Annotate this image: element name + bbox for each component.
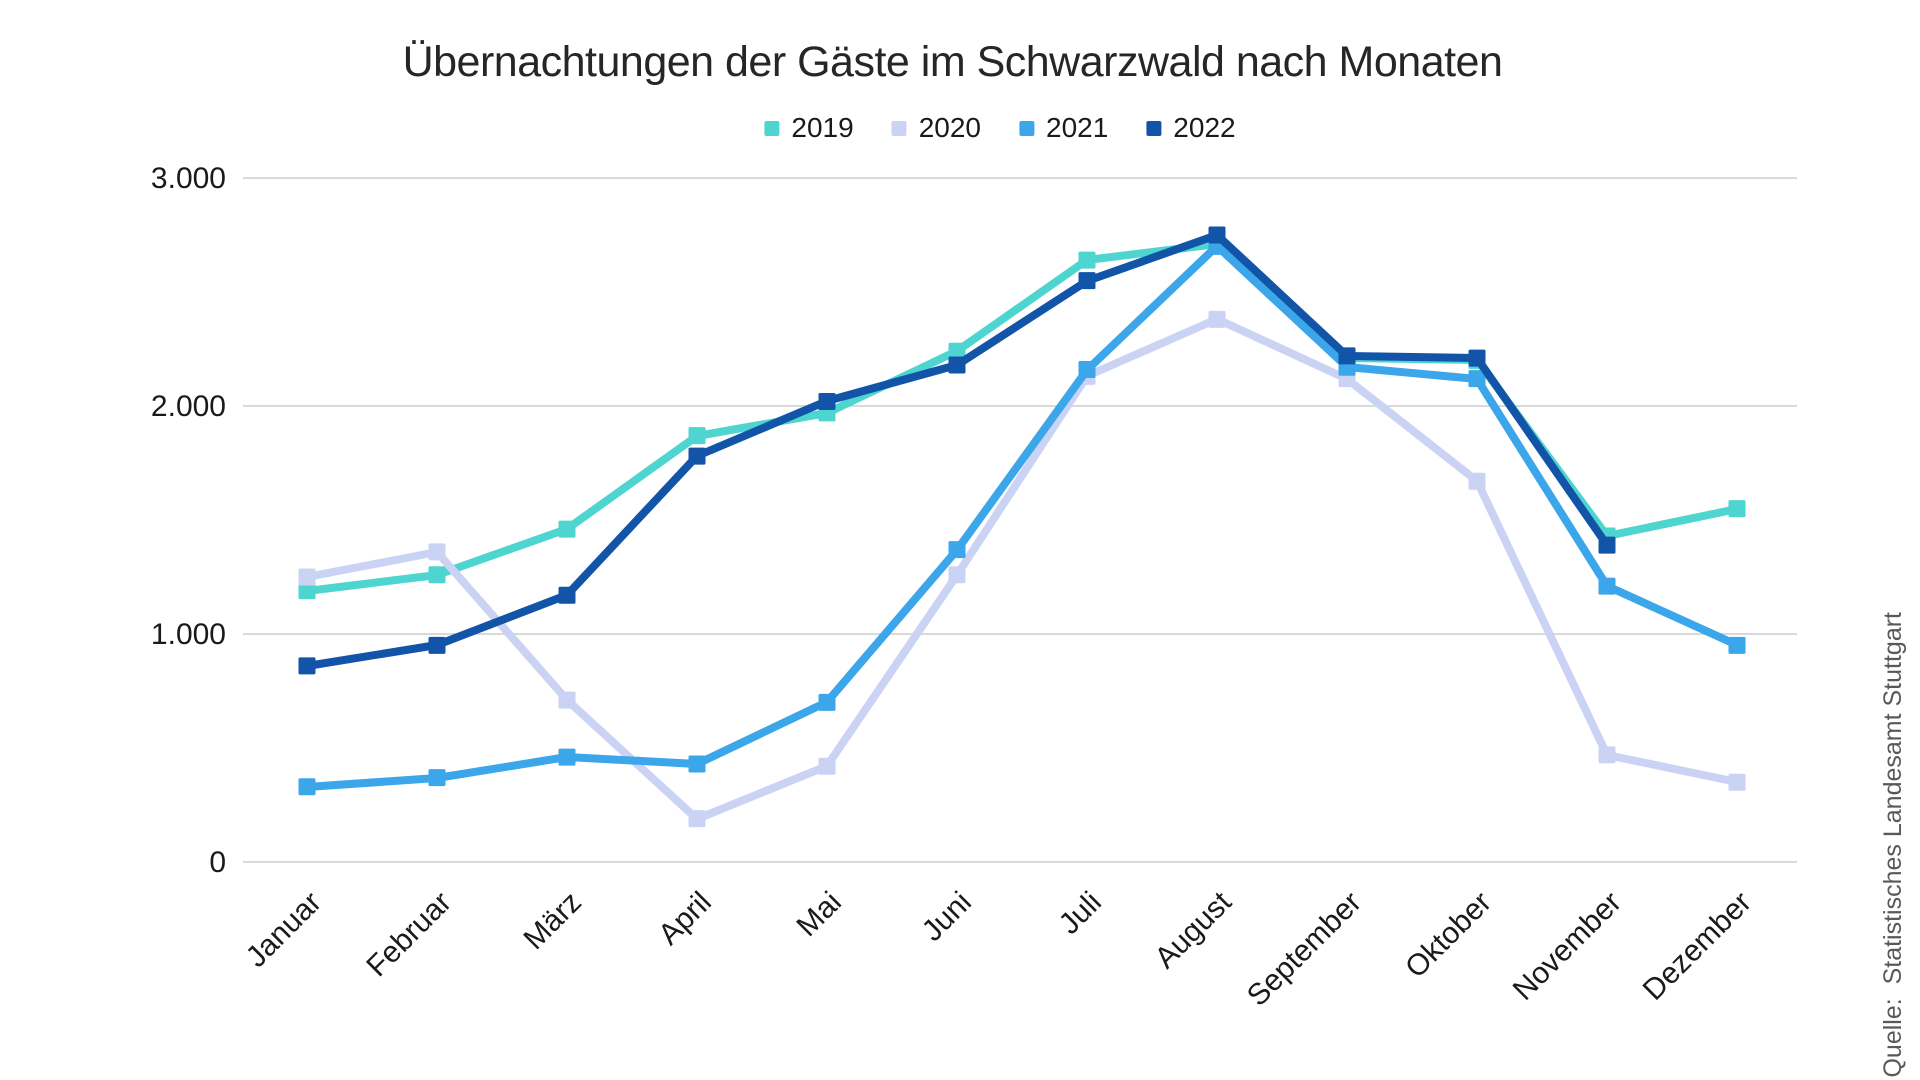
legend-swatch-2021: [1019, 120, 1034, 136]
series-2022-marker: [818, 392, 836, 410]
series-2020-marker: [1468, 472, 1486, 490]
y-tick-label: 0: [209, 846, 226, 879]
series-2020-marker: [688, 810, 706, 828]
series-2022-marker: [1598, 536, 1616, 554]
series-2021-marker: [558, 748, 576, 766]
series-2021-marker: [1468, 370, 1486, 388]
series-2019-marker: [298, 582, 316, 600]
series-2022-marker: [558, 586, 576, 604]
source-caption: Quelle: Statistisches Landesamt Stuttgar…: [1879, 612, 1907, 1078]
x-tick-label-februar: Februar: [360, 886, 458, 984]
x-tick-label-märz: März: [517, 886, 587, 956]
legend-item-2022: 2022: [1146, 112, 1236, 144]
series-2019-marker: [1728, 500, 1746, 518]
x-tick-label-dezember: Dezember: [1637, 886, 1758, 1007]
series-2019-marker: [558, 520, 576, 538]
series-2022-line: [306, 231, 1611, 670]
legend-swatch-2022: [1146, 120, 1162, 136]
series-2020-line: [306, 315, 1738, 823]
series-2020-marker: [298, 568, 316, 586]
series-2019-marker: [1078, 251, 1096, 269]
series-2021-marker: [1728, 636, 1746, 654]
series-2022-marker: [298, 657, 316, 675]
series-2020-marker: [1598, 746, 1616, 764]
series-2022-marker: [1338, 347, 1356, 365]
series-2022-marker: [948, 356, 966, 374]
x-tick-label-juni: Juni: [916, 886, 978, 948]
legend-swatch-2019: [764, 120, 780, 136]
series-2020-marker: [948, 566, 966, 584]
series-2021-marker: [298, 778, 316, 796]
series-2021-marker: [428, 769, 446, 787]
series-2022-marker: [1468, 349, 1486, 367]
legend: 2019 2020 2021 2022: [764, 112, 1236, 144]
legend-item-2021: 2021: [1019, 112, 1108, 144]
series-2022-marker: [1208, 226, 1226, 244]
series-2021-marker: [688, 755, 706, 773]
series-2019-marker: [948, 342, 966, 360]
series-2021-marker: [818, 693, 836, 711]
series-2022-marker: [1078, 272, 1096, 290]
x-tick-label-juli: Juli: [1053, 886, 1108, 941]
legend-label: 2022: [1173, 112, 1236, 143]
x-tick-label-oktober: Oktober: [1399, 886, 1498, 985]
series-2019-marker: [428, 566, 446, 584]
series-2020-marker: [1208, 310, 1226, 328]
series-2019-marker: [688, 427, 706, 445]
x-tick-label-november: November: [1507, 886, 1628, 1007]
x-tick-label-mai: Mai: [790, 886, 848, 944]
x-tick-label-august: August: [1149, 885, 1239, 975]
x-tick-label-januar: Januar: [240, 886, 328, 974]
x-tick-label-september: September: [1241, 886, 1368, 1013]
legend-swatch-2020: [891, 120, 907, 136]
series-2021-marker: [1598, 577, 1616, 595]
series-2020-marker: [428, 543, 446, 561]
series-2020-marker: [558, 691, 576, 709]
series-2021-line: [306, 242, 1739, 791]
legend-label: 2019: [791, 112, 854, 143]
series-2022-marker: [428, 636, 446, 654]
chart-title: Übernachtungen der Gäste im Schwarzwald …: [402, 38, 1503, 86]
series-2021-marker: [948, 541, 966, 559]
x-tick-label-april: April: [652, 886, 718, 952]
y-tick-label: 1.000: [151, 618, 226, 651]
legend-item-2019: 2019: [764, 112, 854, 144]
series-2020-marker: [1728, 773, 1746, 791]
series-2021-marker: [1078, 361, 1096, 379]
legend-label: 2021: [1046, 112, 1109, 143]
series-2022-marker: [688, 447, 706, 465]
legend-label: 2020: [918, 112, 981, 143]
legend-item-2020: 2020: [891, 112, 981, 144]
y-tick-label: 2.000: [151, 390, 226, 423]
y-tick-label: 3.000: [151, 162, 226, 195]
series-2020-marker: [818, 757, 836, 775]
